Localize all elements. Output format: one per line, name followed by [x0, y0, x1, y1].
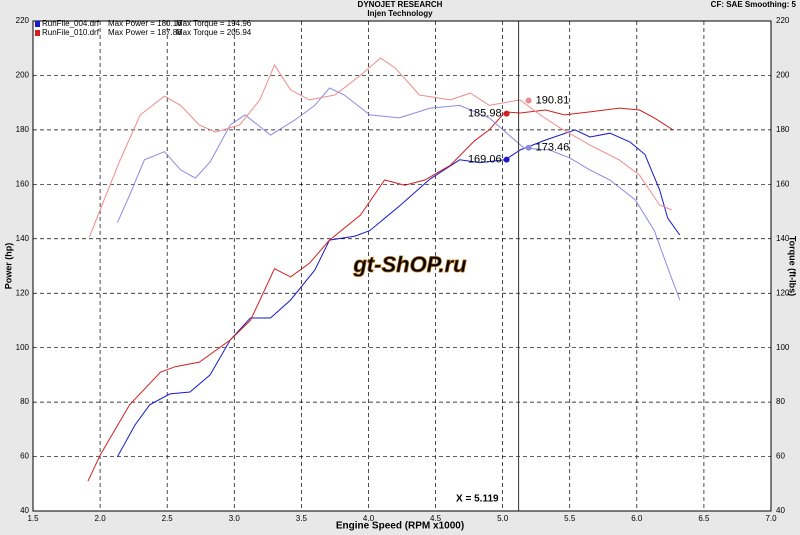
y-tick-label: 180: [16, 125, 30, 134]
legend-power: Max Power = 187.88: [108, 28, 182, 37]
y2-tick-label: 60: [776, 452, 785, 461]
y2-tick-label: 200: [776, 71, 790, 80]
y-tick-label: 200: [16, 71, 30, 80]
x-axis-label: Engine Speed (RPM x1000): [336, 521, 464, 532]
legend-swatch: [35, 21, 40, 27]
cursor-label: X = 5.119: [456, 494, 499, 505]
legend-swatch: [35, 30, 40, 36]
x-tick-label: 4.5: [430, 514, 442, 523]
cursor-marker: [525, 144, 532, 151]
y-tick-label: 160: [16, 179, 30, 188]
x-tick-label: 1.5: [27, 514, 39, 523]
y-tick-label: 80: [20, 397, 29, 406]
y2-tick-label: 220: [776, 16, 790, 25]
cursor-value: 173.46: [536, 142, 570, 154]
series-line: [117, 87, 681, 301]
x-tick-label: 2.0: [95, 514, 107, 523]
legend-torque: Max Torque = 205.94: [176, 28, 252, 37]
x-tick-label: 3.5: [296, 514, 308, 523]
y-tick-label: 60: [20, 452, 29, 461]
y2-tick-label: 80: [776, 397, 785, 406]
cursor-marker: [503, 110, 510, 117]
x-tick-label: 5.5: [564, 514, 576, 523]
y-tick-label: 40: [20, 506, 29, 515]
watermark: gt-ShOP.ru: [352, 252, 467, 277]
x-tick-label: 5.0: [497, 514, 509, 523]
x-tick-label: 3.0: [229, 514, 241, 523]
y-tick-label: 100: [16, 343, 30, 352]
cursor-marker: [503, 156, 510, 163]
y2-tick-label: 140: [776, 234, 790, 243]
cursor-value: 185.98: [468, 108, 502, 120]
y-tick-label: 140: [16, 234, 30, 243]
x-tick-label: 4.0: [363, 514, 375, 523]
cursor-value: 169.06: [468, 154, 502, 166]
legend-file: RunFile_004.drf: [42, 19, 100, 28]
y2-tick-label: 180: [776, 125, 790, 134]
x-tick-label: 6.0: [631, 514, 643, 523]
cursor-value: 190.81: [536, 94, 570, 106]
chart-title: DYNOJET RESEARCH: [358, 0, 443, 9]
y-tick-label: 220: [16, 16, 30, 25]
series-line: [88, 57, 672, 238]
legend-torque: Max Torque = 194.96: [176, 19, 252, 28]
y2-tick-label: 160: [776, 179, 790, 188]
cursor-marker: [525, 97, 532, 104]
series-line: [117, 129, 681, 457]
series-line: [87, 107, 674, 482]
y2-tick-label: 100: [776, 343, 790, 352]
x-tick-label: 2.5: [162, 514, 174, 523]
y-axis-label: Power (hp): [3, 243, 13, 290]
chart-subtitle: Injen Technology: [367, 9, 433, 18]
y2-tick-label: 120: [776, 288, 790, 297]
x-tick-label: 7.0: [765, 514, 777, 523]
x-tick-label: 6.5: [698, 514, 710, 523]
legend-power: Max Power = 180.16: [108, 19, 182, 28]
y-tick-label: 120: [16, 288, 30, 297]
y2-axis-label: Torque (ft-lbs): [788, 236, 798, 296]
y2-tick-label: 40: [776, 506, 785, 515]
legend-file: RunFile_010.drf: [42, 28, 100, 37]
settings-label: CF: SAE Smoothing: 5: [711, 0, 797, 9]
